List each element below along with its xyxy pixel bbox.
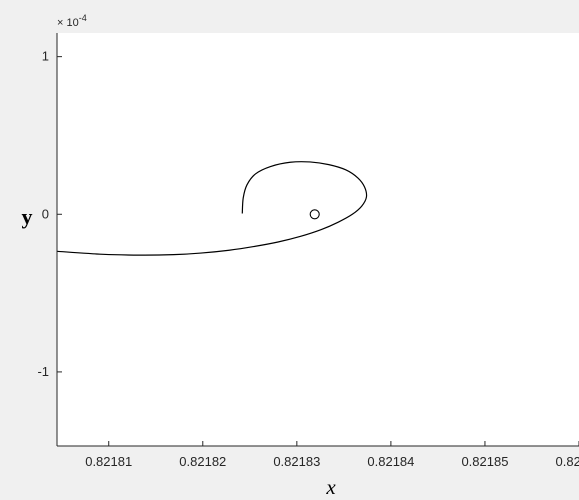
x-tick-label: 0.82186 xyxy=(556,454,579,469)
plot-area xyxy=(57,33,579,446)
y-exponent-power: -4 xyxy=(79,13,87,23)
x-tick-label: 0.82182 xyxy=(179,454,226,469)
x-tick-label: 0.82185 xyxy=(461,454,508,469)
y-tick-label: 1 xyxy=(42,49,49,64)
equilibrium-marker xyxy=(310,210,319,219)
x-tick-label: 0.82181 xyxy=(85,454,132,469)
y-axis-label: y xyxy=(22,204,33,229)
y-tick-label: -1 xyxy=(37,364,49,379)
x-axis-label: x xyxy=(325,475,336,495)
x-tick-label: 0.82183 xyxy=(273,454,320,469)
y-exponent-label: × 10-4 xyxy=(57,13,87,29)
x-tick-label: 0.82184 xyxy=(367,454,414,469)
y-tick-label: 0 xyxy=(42,206,49,221)
